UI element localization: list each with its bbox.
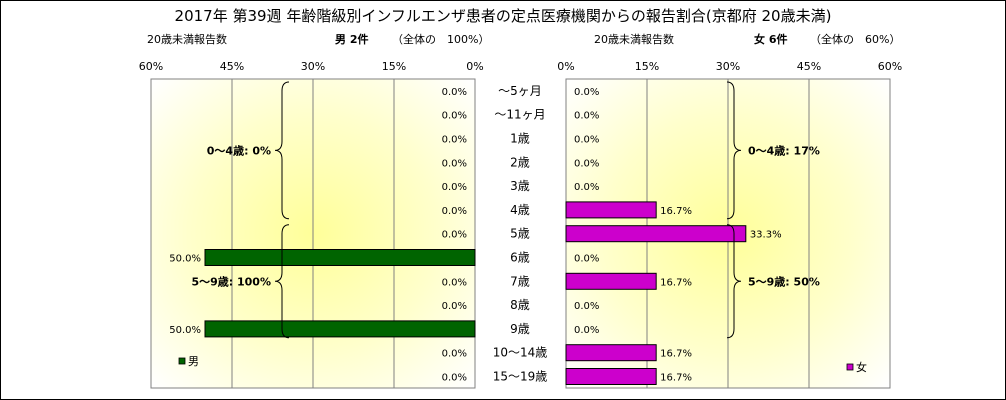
female-bar bbox=[565, 368, 657, 385]
category-label: 3歳 bbox=[510, 179, 530, 193]
male-group-annotations: 0～4歳: 0% 5～9歳: 100% bbox=[191, 81, 290, 339]
male-value-label: 50.0% bbox=[169, 325, 201, 336]
male-count-label: 20歳未満報告数 bbox=[147, 33, 227, 46]
female-group-brace bbox=[726, 81, 742, 220]
category-labels: ～5ヶ月 ～11ヶ月 1歳 2歳 3歳 4歳 5歳 6歳 7歳 8歳 9歳 10～14歳 15～19歳 bbox=[493, 84, 548, 384]
male-bar bbox=[204, 249, 476, 266]
category-label: 9歳 bbox=[510, 322, 530, 336]
female-legend: 女 bbox=[846, 360, 867, 374]
female-tick-label: 30% bbox=[716, 60, 740, 73]
female-count-label: 20歳未満報告数 bbox=[594, 33, 674, 46]
male-value-label: 0.0% bbox=[442, 277, 467, 288]
male-legend-label: 男 bbox=[188, 355, 199, 368]
male-share: （全体の 100%） bbox=[392, 32, 489, 46]
female-value-label: 16.7% bbox=[660, 373, 692, 384]
female-value-label: 16.7% bbox=[660, 206, 692, 217]
female-tick-label: 0% bbox=[557, 60, 574, 73]
female-value-label: 0.0% bbox=[574, 325, 599, 336]
male-tick-label: 15% bbox=[382, 60, 406, 73]
female-group-label: 0～4歳: 17% bbox=[748, 143, 820, 157]
male-group-label: 5～9歳: 100% bbox=[191, 274, 271, 288]
female-value-label: 0.0% bbox=[574, 182, 599, 193]
male-group-label: 0～4歳: 0% bbox=[207, 143, 271, 157]
male-group-brace bbox=[274, 224, 290, 339]
category-label: 2歳 bbox=[510, 155, 530, 169]
female-bar bbox=[565, 225, 747, 243]
female-value-label: 0.0% bbox=[574, 87, 599, 98]
male-heading: 男 2件 bbox=[335, 32, 368, 46]
male-value-label: 50.0% bbox=[169, 254, 201, 265]
female-value-label: 0.0% bbox=[574, 135, 599, 146]
male-tick-label: 30% bbox=[301, 60, 325, 73]
female-bars bbox=[565, 201, 747, 385]
category-label: 7歳 bbox=[510, 274, 530, 288]
female-legend-label: 女 bbox=[856, 360, 867, 374]
category-label: 4歳 bbox=[510, 203, 530, 217]
female-group-brace bbox=[726, 224, 742, 339]
chart-title: 2017年 第39週 年齢階級別インフルエンザ患者の定点医療機関からの報告割合(… bbox=[175, 7, 832, 25]
male-value-label: 0.0% bbox=[442, 135, 467, 146]
female-bar bbox=[565, 201, 657, 219]
male-legend: 男 bbox=[178, 355, 199, 368]
male-tick-label: 45% bbox=[220, 60, 244, 73]
female-value-label: 0.0% bbox=[574, 254, 599, 265]
male-value-label: 0.0% bbox=[442, 87, 467, 98]
female-tick-label: 45% bbox=[797, 60, 821, 73]
category-label: ～5ヶ月 bbox=[498, 84, 542, 98]
male-value-label: 0.0% bbox=[442, 230, 467, 241]
female-tick-label: 15% bbox=[635, 60, 659, 73]
male-bar bbox=[204, 320, 476, 338]
female-value-label: 33.3% bbox=[750, 230, 782, 241]
female-share: （全体の 60%） bbox=[810, 32, 900, 46]
male-value-label: 0.0% bbox=[442, 349, 467, 360]
category-label: 6歳 bbox=[510, 251, 530, 265]
female-tick-label: 60% bbox=[878, 60, 902, 73]
male-legend-swatch bbox=[178, 357, 186, 365]
male-value-label: 0.0% bbox=[442, 301, 467, 312]
male-x-axis: 0% 15% 30% 45% 60% bbox=[139, 60, 484, 73]
male-tick-label: 60% bbox=[139, 60, 163, 73]
category-label: 10～14歳 bbox=[493, 346, 548, 360]
male-value-label: 0.0% bbox=[442, 158, 467, 169]
category-label: 5歳 bbox=[510, 227, 530, 241]
female-group-label: 5～9歳: 50% bbox=[748, 274, 820, 288]
category-label: ～11ヶ月 bbox=[494, 108, 545, 122]
category-label: 8歳 bbox=[510, 298, 530, 312]
male-value-label: 0.0% bbox=[442, 111, 467, 122]
category-label: 15～19歳 bbox=[493, 370, 548, 384]
male-value-labels: 0.0% 0.0% 0.0% 0.0% 0.0% 0.0% 0.0% 50.0% 0.0% 0.0… bbox=[169, 87, 467, 384]
female-group-annotations: 0～4歳: 17% 5～9歳: 50% bbox=[726, 81, 820, 339]
male-tick-label: 0% bbox=[466, 60, 483, 73]
female-value-label: 0.0% bbox=[574, 158, 599, 169]
female-legend-swatch bbox=[846, 363, 854, 371]
male-value-label: 0.0% bbox=[442, 206, 467, 217]
female-value-label: 16.7% bbox=[660, 277, 692, 288]
male-bars bbox=[204, 249, 476, 338]
category-label: 1歳 bbox=[510, 132, 530, 146]
female-bar bbox=[565, 344, 657, 362]
female-value-label: 0.0% bbox=[574, 111, 599, 122]
female-x-axis: 0% 15% 30% 45% 60% bbox=[557, 60, 902, 73]
male-value-label: 0.0% bbox=[442, 182, 467, 193]
female-value-label: 0.0% bbox=[574, 301, 599, 312]
female-value-labels: 0.0% 0.0% 0.0% 0.0% 0.0% 16.7% 33.3% 0.0% 16.7% 0… bbox=[574, 87, 782, 384]
female-heading: 女 6件 bbox=[754, 32, 787, 46]
female-bar bbox=[565, 272, 657, 290]
female-value-label: 16.7% bbox=[660, 349, 692, 360]
male-value-label: 0.0% bbox=[442, 373, 467, 384]
male-group-brace bbox=[274, 81, 290, 220]
